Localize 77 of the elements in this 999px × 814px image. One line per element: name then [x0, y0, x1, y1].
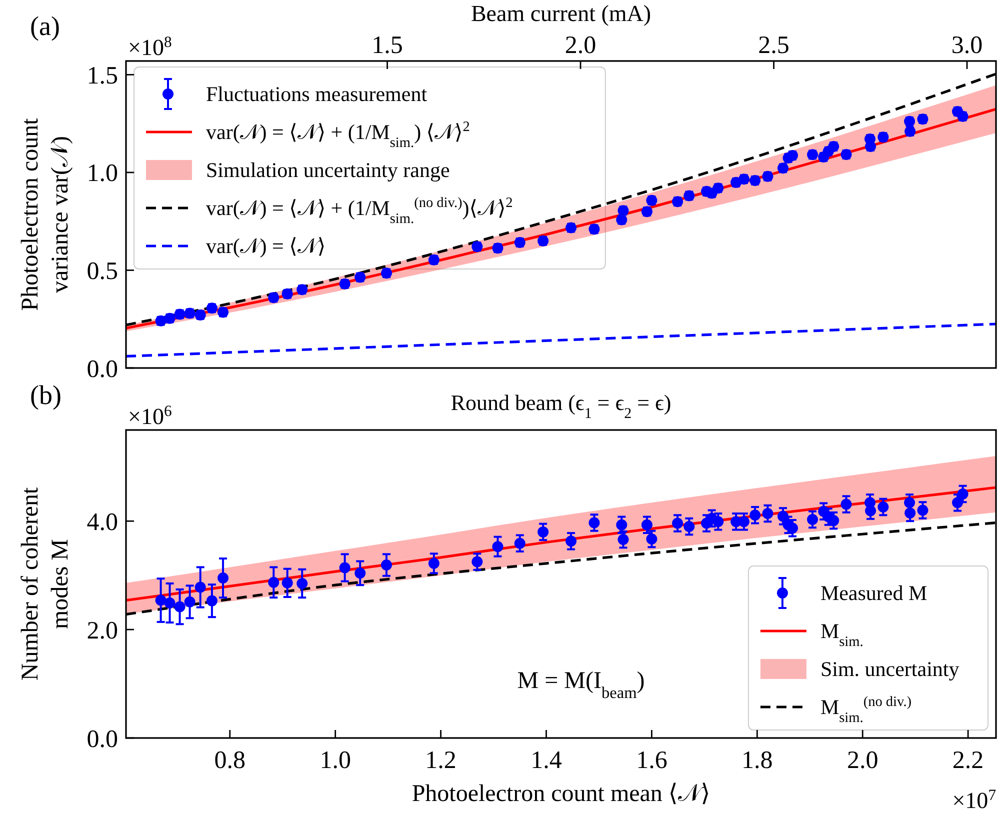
y-axis-title: Photoelectron count variance var(𝒩) — [17, 118, 74, 311]
point — [762, 508, 774, 520]
point — [268, 576, 280, 588]
point — [296, 578, 308, 589]
point — [588, 517, 600, 528]
point — [684, 521, 695, 532]
legend-label: var(𝒩) = ⟨𝒩⟩ — [206, 234, 326, 258]
point — [538, 526, 549, 538]
point — [339, 562, 350, 574]
y-tick-label: 0.0 — [86, 356, 118, 383]
point — [194, 582, 206, 593]
point — [428, 558, 440, 569]
point — [777, 510, 788, 522]
x-axis-title: Photoelectron count mean ⟨𝒩⟩ — [412, 781, 710, 807]
x2-axis-title: Beam current (mA) — [470, 1, 652, 26]
legend-label: var(𝒩) = ⟨𝒩⟩ + (1/M$_{sim.}$) ⟨𝒩⟩$^{2}$ — [206, 119, 470, 151]
x2-tick-label: 2.0 — [564, 32, 596, 59]
x-tick-label: 0.8 — [214, 747, 246, 774]
point — [174, 601, 186, 612]
y-tick-label: 1.0 — [86, 160, 118, 188]
point — [164, 597, 176, 608]
point — [750, 510, 761, 521]
point — [641, 519, 652, 530]
text: ×10$^{6}$ — [128, 402, 172, 429]
text: ×10$^{7}$ — [952, 786, 996, 813]
point — [380, 560, 392, 571]
point — [354, 568, 366, 579]
legend-label: var(𝒩) = ⟨𝒩⟩ + (1/M$_{sim.}$$^{(no div.)}$)⟨𝒩⟩$^{2}$ — [206, 195, 513, 227]
x-tick-label: 1.8 — [742, 747, 773, 774]
point — [218, 572, 229, 584]
annotation: M = M(I$_{beam}$) — [517, 668, 645, 702]
point — [184, 596, 196, 608]
point — [904, 507, 916, 518]
y-tick-label: 1.5 — [86, 62, 118, 90]
point — [514, 538, 526, 549]
point — [155, 594, 166, 606]
point — [878, 502, 889, 512]
point — [828, 515, 840, 526]
legend-label: Sim. uncertainty — [820, 657, 960, 681]
legend-label: Measured M — [820, 581, 928, 605]
text: (b) — [30, 380, 62, 410]
point — [840, 498, 852, 510]
x-tick-label: 1.4 — [530, 747, 562, 774]
y-tick-label: 0.5 — [86, 258, 118, 285]
y-axis-title: Number of coherent modes M — [17, 487, 74, 681]
legend-label: M$_{sim.}$ — [820, 619, 864, 650]
point — [786, 522, 798, 534]
x-tick-label: 1.0 — [320, 747, 351, 774]
y-tick-label: 0.0 — [86, 726, 118, 753]
point — [566, 536, 577, 547]
point — [646, 533, 658, 544]
point — [492, 541, 504, 552]
point — [865, 505, 876, 516]
y-tick-label: 2.0 — [86, 617, 118, 644]
point — [917, 504, 928, 516]
legend-label: Simulation uncertainty range — [206, 158, 450, 182]
x2-tick-label: 3.0 — [951, 32, 983, 59]
x-tick-label: 2.0 — [846, 747, 878, 774]
x2-tick-label: 1.5 — [372, 32, 403, 59]
point — [282, 577, 293, 588]
x-tick-label: 1.6 — [636, 747, 668, 774]
text: (a) — [30, 11, 60, 41]
x-tick-label: 2.2 — [952, 747, 984, 774]
text: ×10$^{8}$ — [128, 34, 172, 60]
point — [952, 497, 964, 508]
point — [712, 516, 724, 528]
chart-title: Round beam (ϵ$_{1}$ = ϵ$_{2}$ = ϵ) — [450, 390, 672, 422]
point — [472, 556, 483, 568]
x-tick-label: 1.2 — [425, 747, 456, 774]
x2-tick-label: 2.5 — [758, 32, 790, 59]
point — [957, 488, 968, 500]
legend-label: Fluctuations measurement — [206, 82, 428, 106]
point — [807, 514, 818, 525]
point — [672, 518, 684, 529]
point — [206, 595, 218, 606]
y-tick-label: 4.0 — [86, 508, 118, 536]
line-series — [126, 486, 996, 602]
